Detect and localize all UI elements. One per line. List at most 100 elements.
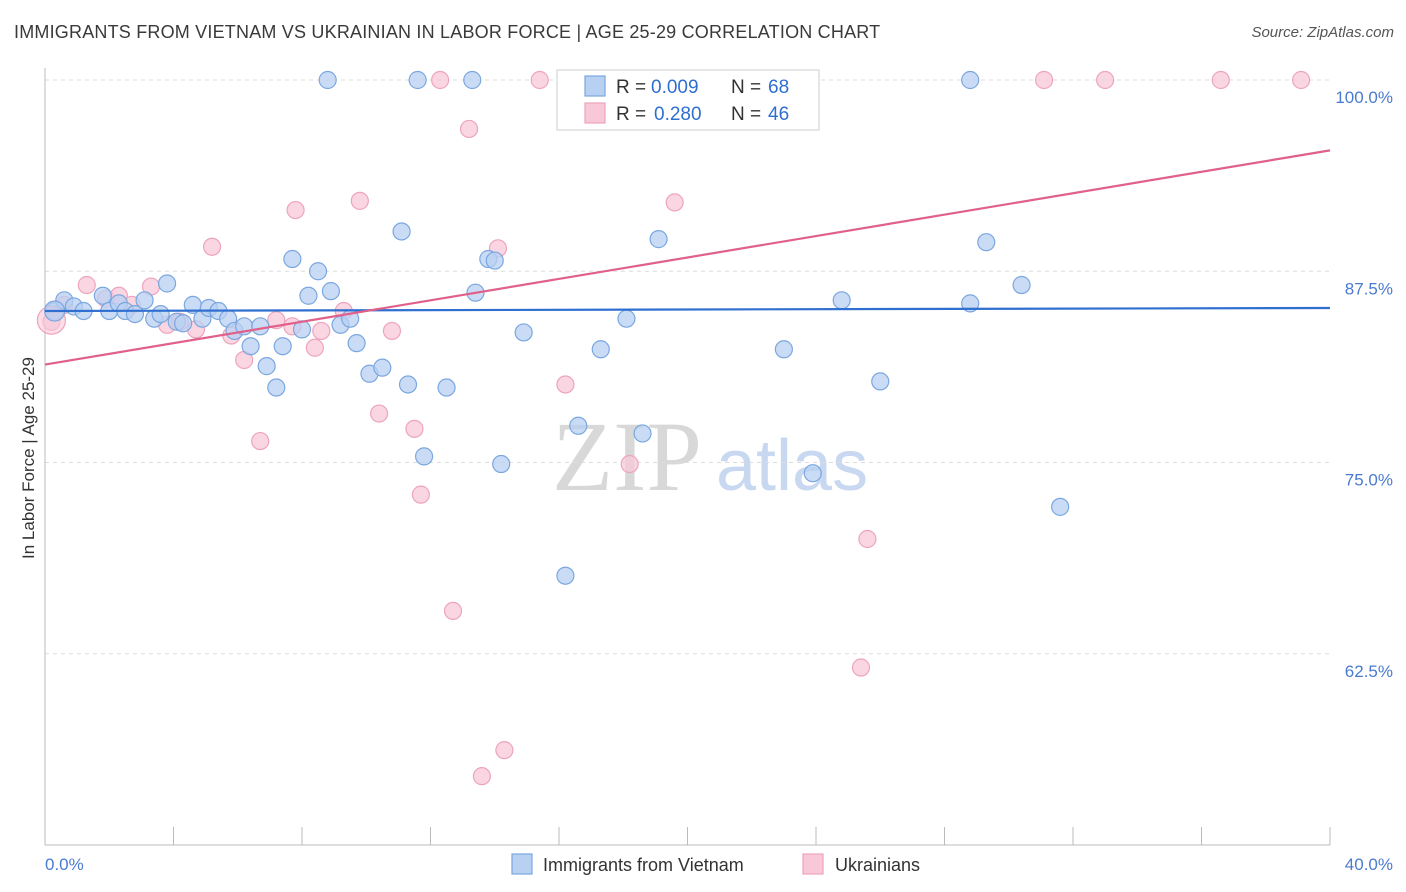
ukrainian-point xyxy=(305,338,324,357)
legend-swatch-ukrainians xyxy=(584,102,606,124)
trend-lines xyxy=(44,149,1331,366)
grid xyxy=(45,79,1330,655)
vietnam-point xyxy=(299,286,318,305)
ukrainian-point xyxy=(350,191,369,210)
vietnam-point xyxy=(1012,275,1031,295)
legend-swatch-vietnam xyxy=(584,75,606,97)
ukrainian-point xyxy=(77,275,96,295)
series-legend-label-ukrainians: Ukrainians xyxy=(835,855,920,875)
vietnam-point xyxy=(93,286,112,305)
series-legend-swatch-vietnam xyxy=(511,853,533,875)
vietnam-point xyxy=(1051,497,1070,516)
data-points xyxy=(36,70,1311,786)
ukrainian-point xyxy=(286,200,305,220)
ukrainian-point xyxy=(851,658,871,677)
vietnam-point xyxy=(157,274,177,293)
vietnam-point xyxy=(633,424,652,443)
ukrainian-point xyxy=(382,321,402,341)
vietnam-point xyxy=(251,317,270,336)
vietnam-point xyxy=(569,416,588,435)
vietnam-point xyxy=(514,323,533,342)
ukrainian-point xyxy=(443,601,463,621)
vietnam-point xyxy=(257,357,276,376)
ukrainian-point xyxy=(431,70,450,90)
ukrainian-point xyxy=(1034,70,1054,90)
ukrainian-point xyxy=(1096,70,1115,90)
legend-r-label-ukrainians: R = xyxy=(616,104,646,125)
vietnam-point xyxy=(321,282,341,301)
series-legend: Immigrants from Vietnam Ukrainians xyxy=(511,853,920,875)
vietnam-point xyxy=(871,372,890,391)
vietnam-point xyxy=(485,251,504,270)
y-tick-label: 75.0% xyxy=(1345,471,1393,490)
x-tick-label: 40.0% xyxy=(1345,855,1393,874)
vietnam-point xyxy=(398,375,418,394)
vietnam-point xyxy=(283,249,302,269)
trend-line-vietnam xyxy=(44,306,1331,313)
ukrainian-point xyxy=(556,375,575,394)
ukrainian-point xyxy=(472,767,491,786)
ukrainian-point xyxy=(370,404,389,423)
legend-n-value-ukrainians: 46 xyxy=(768,104,789,125)
watermark: ZIP atlas xyxy=(552,401,868,512)
ukrainian-point xyxy=(1211,70,1230,90)
legend-n-label-vietnam: N = xyxy=(731,77,761,98)
vietnam-point xyxy=(492,454,511,474)
ukrainian-point xyxy=(665,193,684,212)
vietnam-point xyxy=(617,309,636,328)
chart-title: IMMIGRANTS FROM VIETNAM VS UKRAINIAN IN … xyxy=(14,22,881,42)
ukrainian-point xyxy=(495,741,514,760)
legend-n-value-vietnam: 68 xyxy=(768,77,789,98)
vietnam-point xyxy=(308,262,328,281)
vietnam-point xyxy=(392,222,411,241)
y-axis-title: In Labor Force | Age 25-29 xyxy=(19,357,38,559)
vietnam-point xyxy=(463,70,482,90)
vietnam-point xyxy=(832,291,851,310)
vietnam-point xyxy=(267,378,286,397)
ukrainian-point xyxy=(1291,70,1311,90)
ukrainian-point xyxy=(312,321,331,341)
vietnam-point xyxy=(437,378,456,397)
ukrainian-point xyxy=(202,237,222,256)
ukrainian-point xyxy=(620,454,639,474)
vietnam-point xyxy=(151,304,170,324)
vietnam-point xyxy=(347,334,366,353)
tick-labels: 62.5% 75.0% 87.5% 100.0% 0.0% 40.0% xyxy=(45,88,1393,874)
vietnam-point xyxy=(774,340,793,359)
ukrainian-point xyxy=(251,431,270,451)
vietnam-point xyxy=(135,291,154,310)
vietnam-point xyxy=(977,233,996,252)
ukrainian-point xyxy=(405,419,424,438)
x-tick-label: 0.0% xyxy=(45,855,84,874)
vietnam-point xyxy=(803,464,822,483)
vietnam-point xyxy=(318,70,337,90)
legend-r-value-vietnam: 0.009 xyxy=(651,77,699,98)
vietnam-point xyxy=(961,294,980,313)
vietnam-point xyxy=(556,566,575,585)
vietnam-point xyxy=(649,230,668,249)
legend-r-label-vietnam: R = xyxy=(616,77,646,98)
series-legend-label-vietnam: Immigrants from Vietnam xyxy=(543,855,744,875)
y-tick-label: 62.5% xyxy=(1345,662,1393,681)
vietnam-point xyxy=(373,358,392,377)
ukrainian-point xyxy=(858,529,877,549)
source-label: Source: ZipAtlas.com xyxy=(1251,24,1394,41)
legend-r-value-ukrainians: 0.280 xyxy=(654,104,702,125)
series-legend-swatch-ukrainians xyxy=(802,853,824,875)
correlation-legend: R = 0.009 N = 68 R = 0.280 N = 46 xyxy=(556,69,820,131)
y-tick-label: 87.5% xyxy=(1345,279,1393,298)
vietnam-point xyxy=(241,337,260,356)
ukrainian-point xyxy=(411,485,430,504)
axes xyxy=(44,68,1331,846)
vietnam-point xyxy=(591,340,610,359)
ukrainian-point xyxy=(530,70,549,90)
ukrainian-point xyxy=(459,119,479,139)
vietnam-point xyxy=(273,337,292,356)
vietnam-point xyxy=(408,70,427,90)
trend-line-ukrainians xyxy=(44,149,1331,366)
vietnam-point xyxy=(961,70,980,90)
watermark-atlas: atlas xyxy=(716,426,868,506)
legend-n-label-ukrainians: N = xyxy=(731,104,761,125)
vietnam-point xyxy=(174,314,193,333)
